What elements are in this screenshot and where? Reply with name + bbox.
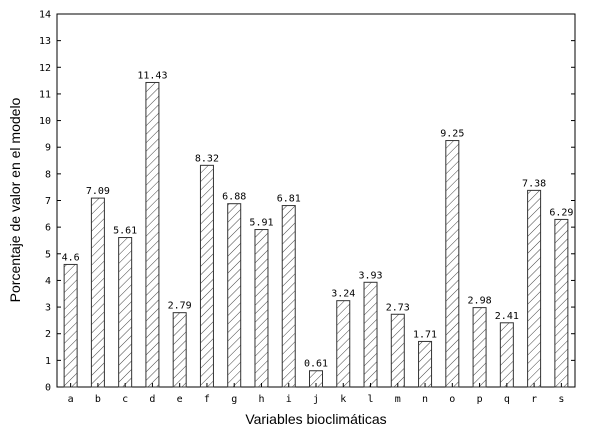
y-tick-label: 4 (45, 276, 51, 287)
data-label-c: 5.61 (113, 226, 137, 237)
bar-c (118, 237, 133, 388)
y-tick-label: 5 (45, 249, 51, 260)
x-category-label-d: d (149, 394, 155, 405)
x-axis-categories: a b c d e f g h i j k l m n o p q r s (68, 383, 564, 405)
bar-b (90, 197, 105, 388)
x-category-label-j: j (313, 394, 319, 405)
x-category-label-s: s (558, 394, 564, 405)
x-category-label-m: m (395, 394, 401, 405)
data-label-s: 6.29 (549, 207, 573, 218)
x-category-label-n: n (422, 394, 428, 405)
y-tick-label: 7 (45, 196, 51, 207)
x-category-label-o: o (449, 394, 455, 405)
y-tick-label: 11 (39, 89, 51, 100)
bar-n (418, 340, 433, 388)
x-axis-label: Variables bioclimáticas (245, 411, 386, 427)
bar-p (472, 307, 487, 388)
x-category-label-f: f (204, 394, 210, 405)
data-label-m: 2.73 (386, 302, 410, 313)
data-label-q: 2.41 (495, 311, 519, 322)
data-label-i: 6.81 (277, 194, 301, 205)
x-category-label-l: l (368, 394, 374, 405)
bar-l (363, 281, 378, 388)
data-label-g: 6.88 (222, 192, 246, 203)
bar-k (336, 300, 351, 388)
bar-f (199, 164, 214, 388)
bar-o (445, 140, 460, 388)
x-category-label-k: k (340, 394, 346, 405)
x-category-label-p: p (477, 394, 483, 405)
data-label-o: 9.25 (440, 129, 464, 140)
y-tick-label: 2 (45, 329, 51, 340)
data-label-b: 7.09 (86, 186, 110, 197)
bars: 4.6 7.09 5.61 11.43 2.79 8.32 6.88 5.91 6.81 0.61… (62, 70, 573, 388)
data-label-k: 3.24 (331, 289, 355, 300)
data-label-a: 4.6 (62, 252, 80, 263)
x-category-label-q: q (504, 394, 510, 405)
bar-r (527, 189, 542, 388)
bar-q (499, 322, 514, 388)
data-label-j: 0.61 (304, 359, 328, 370)
bar-h (254, 229, 269, 388)
bar-a (63, 263, 78, 388)
data-label-d: 11.43 (137, 70, 167, 81)
x-category-label-r: r (531, 394, 537, 405)
x-category-label-g: g (231, 394, 237, 405)
x-category-label-a: a (68, 394, 74, 405)
y-axis-label: Porcentaje de valor en el modelo (7, 97, 23, 302)
y-tick-label: 3 (45, 303, 51, 314)
bar-g (227, 203, 242, 388)
data-label-h: 5.91 (249, 218, 273, 229)
y-tick-label: 14 (39, 10, 51, 21)
plot-frame (56, 13, 576, 388)
y-tick-label: 6 (45, 223, 51, 234)
data-label-n: 1.71 (413, 329, 437, 340)
y-tick-label: 9 (45, 143, 51, 154)
x-category-label-e: e (177, 394, 183, 405)
bar-s (554, 218, 569, 388)
data-label-e: 2.79 (168, 301, 192, 312)
data-label-f: 8.32 (195, 153, 219, 164)
y-tick-label: 12 (39, 63, 51, 74)
y-tick-label: 10 (39, 116, 51, 127)
y-tick-label: 13 (39, 36, 51, 47)
x-category-label-i: i (286, 394, 292, 405)
x-category-label-b: b (95, 394, 101, 405)
data-label-r: 7.38 (522, 178, 546, 189)
data-label-p: 2.98 (468, 296, 492, 307)
x-category-label-h: h (258, 394, 264, 405)
bar-d (145, 81, 160, 388)
data-label-l: 3.93 (358, 270, 382, 281)
x-category-label-c: c (122, 394, 128, 405)
bar-m (390, 313, 405, 388)
y-tick-label: 8 (45, 169, 51, 180)
bar-i (281, 205, 296, 388)
y-tick-label: 1 (45, 356, 51, 367)
bar-e (172, 312, 187, 388)
y-tick-label: 0 (45, 383, 51, 394)
